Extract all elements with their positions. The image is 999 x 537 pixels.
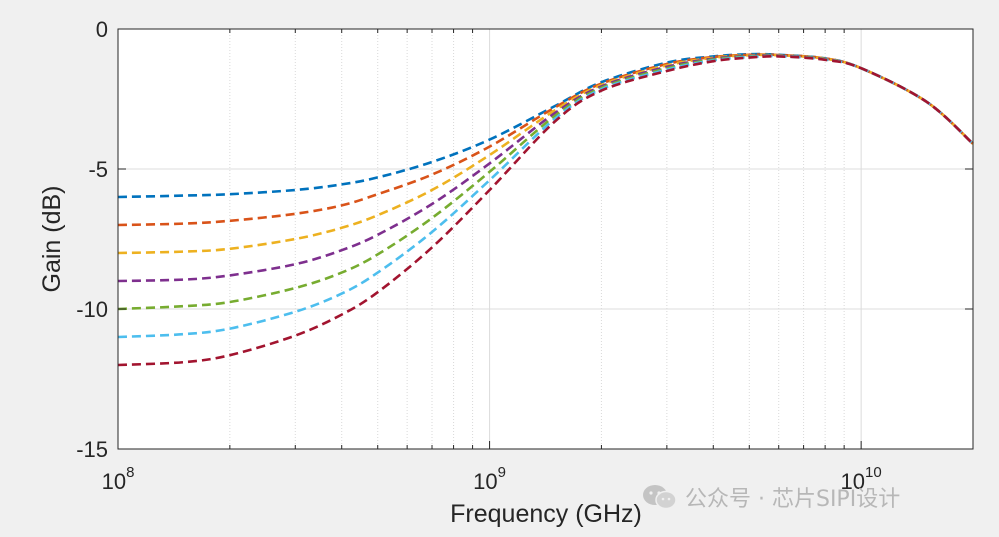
y-tick-label: -15 bbox=[76, 437, 108, 462]
y-axis-label: Gain (dB) bbox=[38, 186, 66, 293]
plot-area bbox=[118, 29, 973, 449]
x-axis-label: Frequency (GHz) bbox=[450, 500, 642, 528]
axis-ticks: 108 109 1010 0 -5 -10 -15 bbox=[76, 17, 973, 494]
series-line-7 bbox=[117, 55, 974, 367]
y-tick-label: 0 bbox=[96, 17, 108, 42]
x-tick-label: 1010 bbox=[841, 464, 882, 494]
x-tick-label: 109 bbox=[473, 464, 506, 494]
series-line-3 bbox=[117, 53, 974, 255]
y-tick-label: -5 bbox=[88, 157, 108, 182]
series-lines bbox=[117, 52, 974, 367]
axes-box bbox=[117, 28, 974, 450]
wechat-icon bbox=[643, 485, 677, 510]
x-tick-label: 108 bbox=[102, 464, 135, 494]
y-tick-label: -10 bbox=[76, 297, 108, 322]
watermark-text: 公众号 · 芯片SIPI设计 bbox=[685, 487, 901, 512]
grid-overlay bbox=[118, 29, 973, 449]
watermark: 公众号 · 芯片SIPI设计 bbox=[641, 481, 900, 513]
